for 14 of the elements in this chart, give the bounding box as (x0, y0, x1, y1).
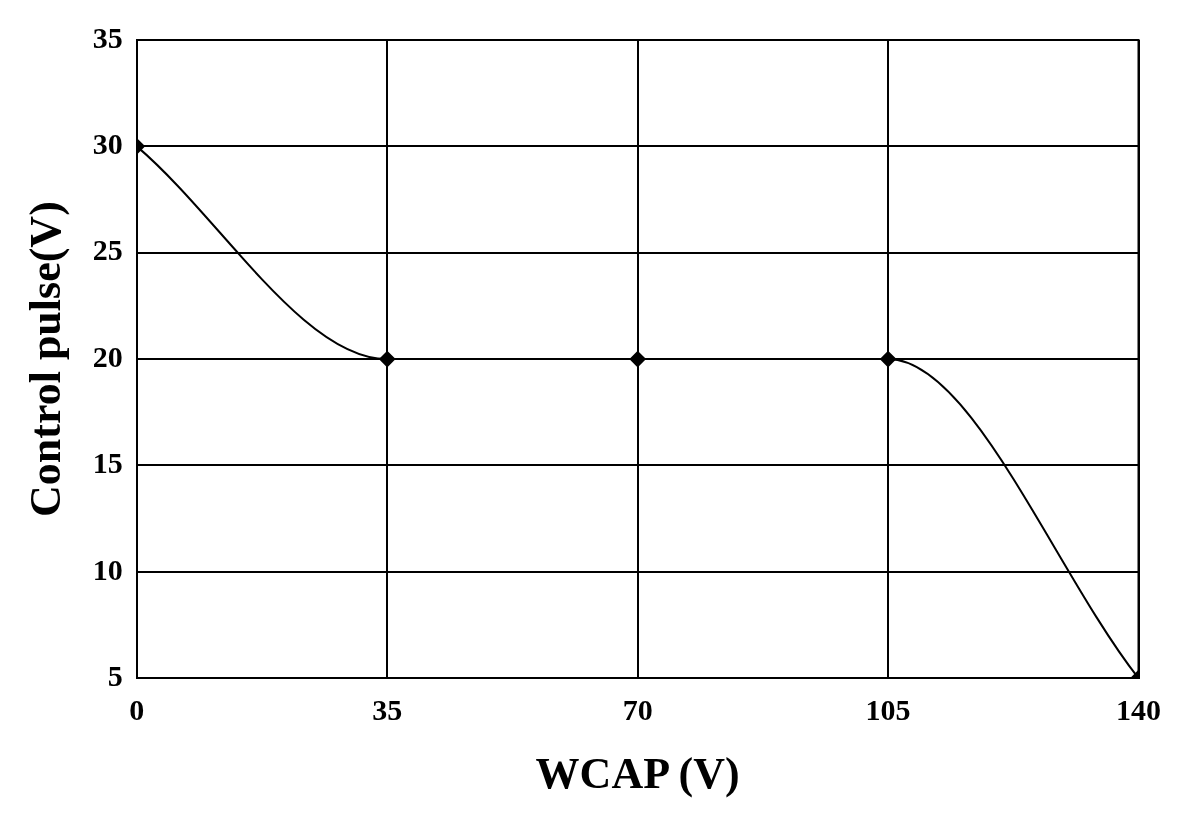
y-tick-label: 25 (92, 233, 123, 267)
y-tick-label: 10 (92, 552, 123, 586)
x-tick-label: 70 (622, 692, 653, 726)
y-tick-label: 15 (92, 446, 123, 480)
y-tick-label: 20 (92, 339, 123, 373)
y-tick-label: 5 (107, 658, 123, 692)
x-tick-label: 105 (865, 692, 911, 726)
x-tick-label: 0 (129, 692, 145, 726)
y-tick-label: 30 (92, 127, 123, 161)
y-tick-label: 35 (92, 20, 123, 54)
x-axis-title: WCAP (V) (535, 748, 740, 798)
y-axis-title: Control pulse(V) (20, 201, 70, 517)
x-tick-label: 140 (1116, 692, 1161, 726)
x-tick-label: 35 (372, 692, 403, 726)
